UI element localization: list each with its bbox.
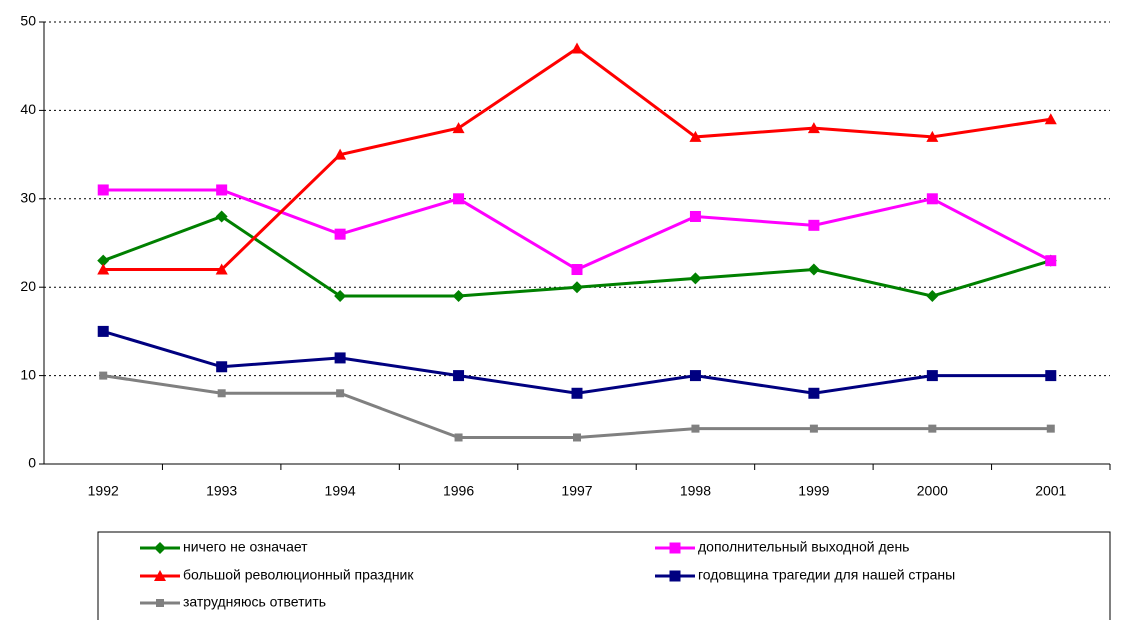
marker xyxy=(336,389,345,398)
marker xyxy=(453,193,465,205)
x-tick-label: 1996 xyxy=(443,483,474,499)
marker xyxy=(454,433,463,442)
marker xyxy=(1045,370,1057,382)
series-line xyxy=(103,46,1052,272)
marker xyxy=(808,219,820,231)
x-tick-label: 1998 xyxy=(680,483,711,499)
marker xyxy=(1044,113,1057,125)
y-tick-label: 10 xyxy=(20,366,36,382)
marker xyxy=(689,272,702,285)
marker xyxy=(926,193,938,205)
marker xyxy=(217,389,226,398)
marker xyxy=(926,290,939,303)
legend-label: ничего не означает xyxy=(183,539,308,555)
marker xyxy=(669,542,681,554)
x-tick-label: 1999 xyxy=(798,483,829,499)
y-tick-label: 40 xyxy=(20,101,36,117)
legend-label: большой революционный праздник xyxy=(183,567,414,583)
x-tick-label: 1992 xyxy=(88,483,119,499)
marker xyxy=(571,281,583,294)
y-tick-label: 20 xyxy=(20,278,36,294)
legend-box xyxy=(97,531,1111,620)
marker xyxy=(1045,255,1057,267)
marker xyxy=(154,570,166,581)
x-tick-label: 1994 xyxy=(325,483,356,499)
marker xyxy=(808,387,820,399)
marker xyxy=(571,42,583,54)
marker xyxy=(452,290,465,303)
marker xyxy=(571,264,583,276)
x-tick-label: 1997 xyxy=(561,483,592,499)
y-tick-label: 0 xyxy=(28,455,36,471)
legend-label: дополнительный выходной день xyxy=(698,539,909,555)
x-tick-label: 1993 xyxy=(206,483,237,499)
marker xyxy=(1046,424,1055,433)
marker xyxy=(669,570,681,582)
marker xyxy=(334,228,346,240)
marker xyxy=(689,130,702,142)
legend-label: годовщина трагедии для нашей страны xyxy=(698,567,955,583)
marker xyxy=(691,424,700,433)
marker xyxy=(334,352,346,364)
legend-label: затрудняюсь ответить xyxy=(183,594,326,610)
marker xyxy=(216,184,228,196)
y-tick-label: 50 xyxy=(20,13,36,29)
marker xyxy=(453,370,465,382)
x-tick-label: 2001 xyxy=(1035,483,1066,499)
y-tick-label: 30 xyxy=(20,190,36,206)
marker xyxy=(928,424,937,433)
marker xyxy=(926,370,938,382)
marker xyxy=(215,210,228,223)
marker xyxy=(97,263,110,275)
marker xyxy=(689,210,701,222)
marker xyxy=(99,371,108,380)
marker xyxy=(689,370,701,382)
series-line xyxy=(103,374,1051,439)
marker xyxy=(154,542,166,554)
marker xyxy=(97,254,110,267)
marker xyxy=(452,122,465,134)
marker xyxy=(571,387,583,399)
marker xyxy=(97,325,109,337)
x-tick-label: 2000 xyxy=(917,483,948,499)
marker xyxy=(807,122,820,134)
marker xyxy=(156,599,164,607)
series-line xyxy=(103,188,1052,272)
marker xyxy=(97,184,109,196)
marker xyxy=(215,263,228,275)
marker xyxy=(926,130,939,142)
marker xyxy=(334,290,347,303)
series-line xyxy=(102,329,1051,395)
marker xyxy=(807,263,820,276)
marker xyxy=(216,361,228,373)
marker xyxy=(809,424,818,433)
marker xyxy=(334,148,347,160)
marker xyxy=(573,433,581,442)
